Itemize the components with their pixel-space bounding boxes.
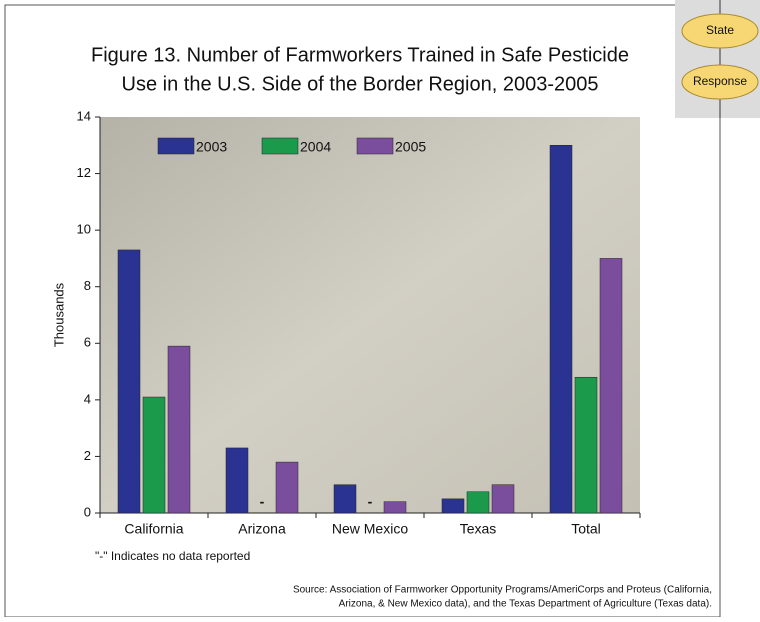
bar (549, 145, 573, 514)
legend-swatch (356, 137, 394, 155)
x-tick-label: Texas (460, 521, 497, 537)
badge-label: State (706, 23, 734, 37)
y-tick-label: 0 (84, 504, 91, 519)
x-tick-label: California (124, 521, 183, 537)
legend-swatch (157, 137, 195, 155)
bar (599, 258, 623, 514)
bar (383, 501, 407, 514)
bar (574, 376, 598, 514)
y-axis-label: Thousands (51, 282, 66, 347)
value-label: - (260, 494, 265, 510)
y-tick-label: 10 (77, 222, 91, 237)
badge (681, 13, 759, 49)
legend-label: 2004 (300, 139, 331, 155)
x-tick-label: Total (571, 521, 601, 537)
y-tick-label: 12 (77, 165, 91, 180)
bar (167, 345, 191, 514)
legend-label: 2003 (196, 139, 227, 155)
x-tick-label: Arizona (238, 521, 286, 537)
bar (225, 447, 249, 514)
chart-title: Use in the U.S. Side of the Border Regio… (122, 73, 599, 95)
y-tick-label: 14 (77, 108, 91, 123)
y-tick-label: 2 (84, 448, 91, 463)
y-tick-label: 6 (84, 335, 91, 350)
x-tick-label: New Mexico (332, 521, 408, 537)
badge-label: Response (693, 74, 747, 88)
bar (491, 484, 515, 514)
bar (275, 461, 299, 514)
y-tick-label: 4 (84, 391, 91, 406)
legend-swatch (261, 137, 299, 155)
bar (466, 491, 490, 514)
note: "-" Indicates no data reported (95, 549, 250, 563)
bar (142, 396, 166, 514)
legend-label: 2005 (395, 139, 426, 155)
chart-title: Figure 13. Number of Farmworkers Trained… (91, 44, 629, 66)
source: Source: Association of Farmworker Opport… (293, 585, 712, 596)
source: Arizona, & New Mexico data), and the Tex… (339, 599, 712, 610)
badge (681, 64, 759, 100)
bar (333, 484, 357, 514)
bar (117, 249, 141, 514)
y-tick-label: 8 (84, 278, 91, 293)
value-label: - (368, 494, 373, 510)
bar (441, 498, 465, 514)
